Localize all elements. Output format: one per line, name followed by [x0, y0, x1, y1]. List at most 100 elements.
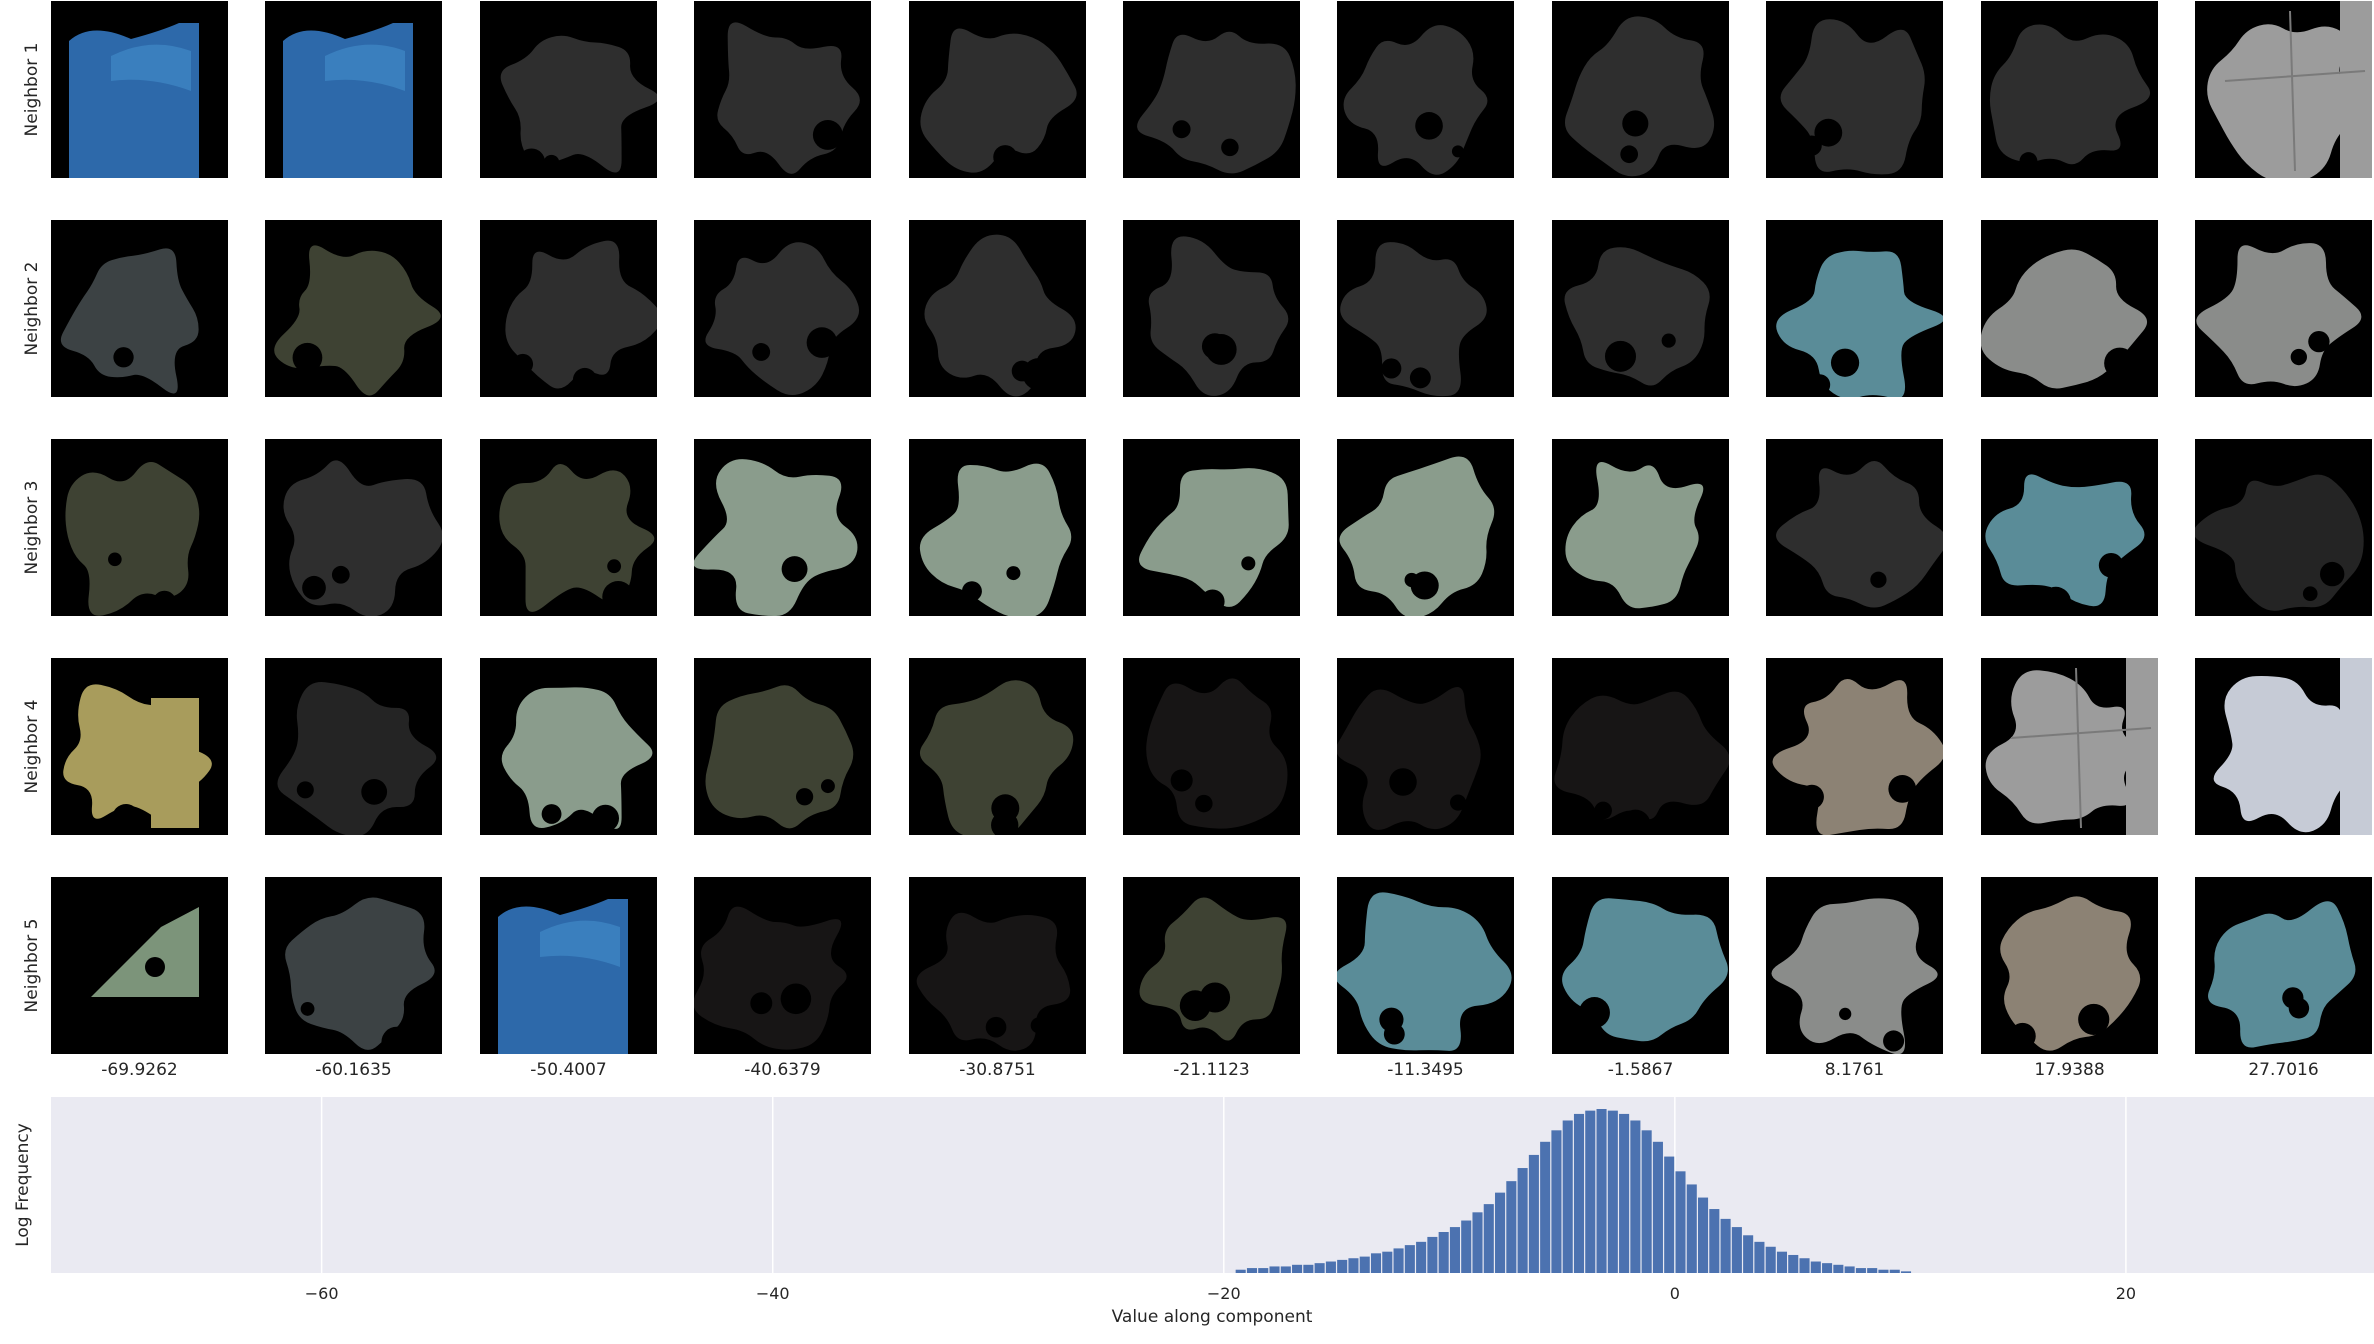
object-highlight: [325, 44, 405, 91]
object-hole: [820, 779, 835, 794]
neighbor-image-tile: [1123, 220, 1300, 397]
histogram-bar: [1246, 1268, 1258, 1273]
object-hole: [1809, 374, 1831, 396]
neighbor-image-tile: [1552, 1, 1729, 178]
histogram-bar: [1585, 1110, 1596, 1273]
histogram-bar: [1269, 1266, 1280, 1273]
row-label: Neighbor 5: [22, 919, 42, 1013]
object-hole: [2104, 347, 2136, 379]
object-region: [1339, 456, 1495, 616]
histogram-bar: [1540, 1141, 1551, 1273]
neighbor-image-tile: [1766, 658, 1943, 835]
neighbor-image-tile: [1123, 439, 1300, 616]
object-region: [924, 234, 1076, 397]
histogram-bar: [1799, 1258, 1810, 1273]
column-value-label: 27.7016: [2248, 1060, 2318, 1080]
object-hole: [1381, 358, 1402, 379]
histogram-bar: [1573, 1113, 1585, 1273]
object-hole: [1415, 112, 1443, 140]
x-tick-label: −60: [305, 1284, 339, 1303]
histogram-bar: [1449, 1227, 1460, 1273]
column-value-label: -30.8751: [959, 1060, 1035, 1080]
histogram-plot-area: [51, 1097, 2374, 1273]
neighbor-image-tile: [1766, 877, 1943, 1054]
object-highlight: [111, 44, 191, 91]
object-hole: [381, 1026, 412, 1054]
column-value-label: 8.1761: [1825, 1060, 1884, 1080]
neighbor-image-tile: [909, 658, 1086, 835]
histogram-bar: [1348, 1258, 1359, 1273]
object-hole: [300, 1002, 315, 1016]
object-region: [1554, 691, 1729, 820]
column-value-label: -40.6379: [744, 1060, 820, 1080]
histogram-bar: [1258, 1268, 1269, 1273]
histogram: −60 −40 −20 0 20 Value along component Log F…: [13, 1097, 2374, 1327]
object-hole: [1620, 145, 1639, 164]
column-value-label: -60.1635: [315, 1060, 391, 1080]
object-hole: [961, 581, 982, 602]
object-region: [1343, 25, 1488, 175]
object-region: [1564, 16, 1715, 177]
object-hole: [2040, 586, 2071, 616]
object-region: [694, 459, 858, 616]
neighbor-image-tile: [2195, 439, 2372, 616]
histogram-gridlines: [320, 1097, 2127, 1273]
neighbor-image-tile: [1766, 1, 1943, 178]
histogram-bar: [1483, 1204, 1494, 1273]
histogram-bar: [1720, 1218, 1731, 1273]
histogram-bar: [1867, 1268, 1878, 1273]
neighbor-image-tile: [1337, 439, 1514, 616]
object-hole: [1449, 794, 1467, 811]
histogram-bars: [1235, 1109, 1912, 1273]
object-hole: [1620, 809, 1651, 835]
column-value-label: -69.9262: [101, 1060, 177, 1080]
histogram-bar: [1731, 1227, 1742, 1273]
object-region: [2207, 24, 2369, 178]
object-hole: [307, 370, 338, 397]
neighbor-image-tile: [51, 877, 228, 1054]
neighbor-image-tile: [1552, 658, 1729, 835]
object-region: [1776, 250, 1943, 397]
x-tick-label: −20: [1207, 1284, 1241, 1303]
object-region: [1776, 461, 1943, 608]
object-region: [1148, 236, 1289, 396]
neighbor-image-tile: [51, 658, 228, 835]
neighbor-image-tile: [1981, 658, 2158, 835]
column-value-label: -11.3495: [1387, 1060, 1463, 1080]
object-region: [1564, 247, 1710, 386]
object-hole: [1200, 589, 1225, 614]
object-hole: [1801, 135, 1822, 156]
object-region: [916, 912, 1071, 1051]
object-hole: [2019, 152, 2038, 171]
object-region: [1771, 898, 1938, 1054]
histogram-bar: [1776, 1251, 1788, 1273]
histogram-bar: [1878, 1269, 1889, 1273]
object-hole: [993, 145, 1018, 170]
object-region: [920, 28, 1077, 173]
object-region: [1337, 687, 1481, 830]
histogram-bar: [1675, 1171, 1686, 1273]
object-hole: [1201, 333, 1228, 360]
object-hole: [2288, 998, 2310, 1019]
row-label: Neighbor 4: [22, 700, 42, 794]
neighbor-image-tile: [1337, 220, 1514, 397]
neighbor-image-tile: [265, 220, 442, 397]
object-region: [498, 899, 628, 1054]
histogram-bar: [1697, 1197, 1709, 1273]
object-hole: [591, 804, 620, 832]
histogram-bar: [1765, 1246, 1776, 1273]
object-region: [283, 460, 442, 616]
object-hole: [1200, 982, 1231, 1013]
neighbor-image-tile: [1337, 1, 1514, 178]
column-value-label: -21.1123: [1173, 1060, 1249, 1080]
neighbor-image-grid: [51, 1, 2372, 1054]
object-hole: [152, 590, 177, 615]
object-hole: [1172, 120, 1191, 139]
neighbor-image-tile: [909, 439, 1086, 616]
neighbor-image-tile: [1552, 877, 1729, 1054]
histogram-bar: [1551, 1130, 1562, 1273]
object-hole: [1883, 1030, 1905, 1052]
object-hole: [1659, 1032, 1678, 1051]
histogram-bar: [1641, 1130, 1652, 1273]
